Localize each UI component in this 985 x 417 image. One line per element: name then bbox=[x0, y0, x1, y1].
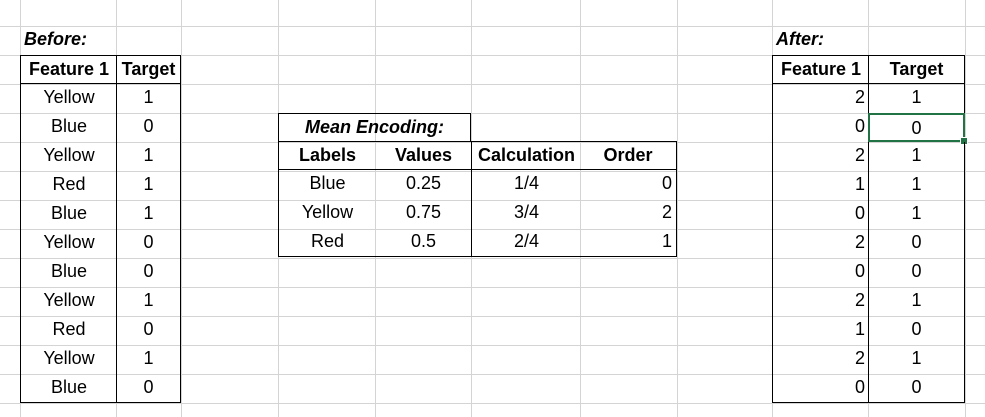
before-cell-feature[interactable]: Yellow bbox=[20, 84, 117, 113]
after-cell-feature[interactable]: 1 bbox=[772, 316, 869, 345]
after-cell-target[interactable]: 0 bbox=[868, 258, 965, 287]
selected-cell[interactable]: 0 bbox=[868, 113, 965, 142]
after-cell-target[interactable]: 1 bbox=[868, 142, 965, 171]
mean-cell-order[interactable]: 2 bbox=[580, 199, 677, 228]
before-cell-target[interactable]: 0 bbox=[116, 258, 181, 287]
before-cell-target[interactable]: 1 bbox=[116, 171, 181, 200]
before-cell-target[interactable]: 1 bbox=[116, 345, 181, 374]
before-cell-target[interactable]: 0 bbox=[116, 229, 181, 258]
after-cell-target[interactable]: 0 bbox=[868, 374, 965, 403]
mean-cell-order[interactable]: 1 bbox=[580, 228, 677, 257]
mean-encoding-title[interactable]: Mean Encoding: bbox=[278, 113, 471, 142]
after-cell-target[interactable]: 1 bbox=[868, 345, 965, 374]
mean-cell-label[interactable]: Yellow bbox=[278, 199, 376, 228]
before-cell-target[interactable]: 1 bbox=[116, 84, 181, 113]
after-header-feature[interactable]: Feature 1 bbox=[772, 55, 869, 84]
before-cell-feature[interactable]: Yellow bbox=[20, 345, 117, 374]
before-cell-target[interactable]: 1 bbox=[116, 200, 181, 229]
after-cell-feature[interactable]: 2 bbox=[772, 84, 869, 113]
after-cell-target[interactable]: 1 bbox=[868, 84, 965, 113]
before-cell-feature[interactable]: Yellow bbox=[20, 142, 117, 171]
after-cell-feature[interactable]: 2 bbox=[772, 287, 869, 316]
after-cell-target[interactable]: 1 bbox=[868, 200, 965, 229]
mean-cell-value[interactable]: 0.5 bbox=[375, 228, 472, 257]
after-header-target[interactable]: Target bbox=[868, 55, 965, 84]
after-cell-feature[interactable]: 0 bbox=[772, 200, 869, 229]
before-cell-target[interactable]: 1 bbox=[116, 287, 181, 316]
after-cell-target[interactable]: 0 bbox=[868, 316, 965, 345]
mean-header-order[interactable]: Order bbox=[580, 141, 677, 170]
before-cell-feature[interactable]: Blue bbox=[20, 374, 117, 403]
mean-header-labels[interactable]: Labels bbox=[278, 141, 376, 170]
before-cell-target[interactable]: 0 bbox=[116, 374, 181, 403]
after-cell-feature[interactable]: 0 bbox=[772, 374, 869, 403]
before-title: Before: bbox=[24, 29, 88, 49]
mean-cell-order[interactable]: 0 bbox=[580, 170, 677, 199]
before-cell-feature[interactable]: Blue bbox=[20, 258, 117, 287]
after-cell-target[interactable]: 0 bbox=[868, 229, 965, 258]
mean-cell-value[interactable]: 0.25 bbox=[405, 173, 442, 193]
after-cell-feature[interactable]: 2 bbox=[772, 229, 869, 258]
before-cell-target[interactable]: 0 bbox=[116, 316, 181, 345]
mean-header-calculation[interactable]: Calculation bbox=[471, 141, 581, 170]
before-cell-feature[interactable]: Red bbox=[20, 316, 117, 345]
after-cell-feature[interactable]: 0 bbox=[772, 113, 869, 142]
before-cell-feature[interactable]: Blue bbox=[20, 200, 117, 229]
mean-header-values[interactable]: Values bbox=[375, 141, 472, 170]
before-cell-target[interactable]: 1 bbox=[116, 142, 181, 171]
after-cell-target[interactable]: 1 bbox=[868, 287, 965, 316]
mean-cell-calculation[interactable]: 2/4 bbox=[471, 228, 581, 257]
after-cell-feature[interactable]: 0 bbox=[772, 258, 869, 287]
before-header-feature[interactable]: Feature 1 bbox=[20, 55, 117, 84]
before-cell-target[interactable]: 0 bbox=[116, 113, 181, 142]
after-cell-feature[interactable]: 2 bbox=[772, 345, 869, 374]
before-cell-feature[interactable]: Red bbox=[20, 171, 117, 200]
before-cell-feature[interactable]: Blue bbox=[20, 113, 117, 142]
mean-cell-calculation[interactable]: 1/4 bbox=[471, 170, 581, 199]
before-cell-feature[interactable]: Yellow bbox=[20, 229, 117, 258]
before-cell-feature[interactable]: Yellow bbox=[20, 287, 117, 316]
after-cell-feature[interactable]: 1 bbox=[772, 171, 869, 200]
mean-cell-value[interactable]: 0.75 bbox=[405, 202, 442, 222]
after-cell-target[interactable]: 1 bbox=[868, 171, 965, 200]
before-header-target[interactable]: Target bbox=[116, 55, 181, 84]
mean-cell-label[interactable]: Blue bbox=[278, 170, 376, 199]
after-cell-feature[interactable]: 2 bbox=[772, 142, 869, 171]
mean-cell-calculation[interactable]: 3/4 bbox=[471, 199, 581, 228]
mean-cell-label[interactable]: Red bbox=[278, 228, 376, 257]
after-title: After: bbox=[776, 29, 824, 49]
